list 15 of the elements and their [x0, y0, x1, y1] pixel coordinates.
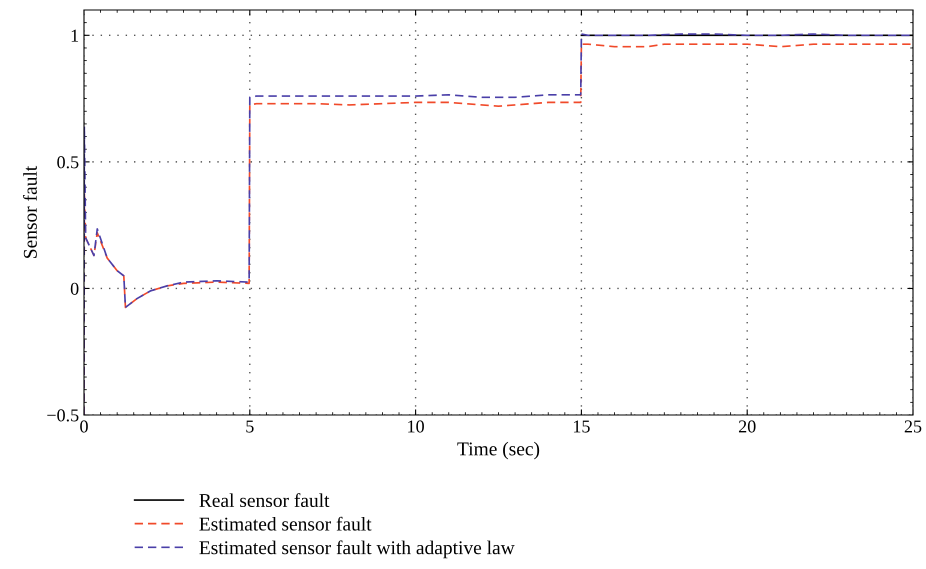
- x-tick-label: 15: [574, 420, 590, 433]
- y-tick-label: −0.5: [47, 409, 78, 422]
- x-axis-title: Time (sec): [457, 442, 540, 460]
- x-tick-label: 5: [246, 420, 254, 433]
- y-axis-title: Sensor fault: [23, 166, 37, 258]
- y-tick-label: 1: [72, 30, 78, 42]
- x-tick-label: 10: [408, 420, 424, 433]
- x-tick-label: 25: [904, 420, 922, 433]
- x-tick-label: 20: [738, 420, 756, 433]
- y-tick-label: 0.5: [57, 156, 78, 168]
- y-tick-label: 0: [70, 282, 78, 295]
- x-tick-label: 0: [80, 420, 88, 433]
- legend-label: Real sensor fault: [199, 493, 330, 508]
- legend-label: Estimated sensor fault with adaptive law: [199, 540, 515, 558]
- legend-label: Estimated sensor fault: [199, 516, 372, 531]
